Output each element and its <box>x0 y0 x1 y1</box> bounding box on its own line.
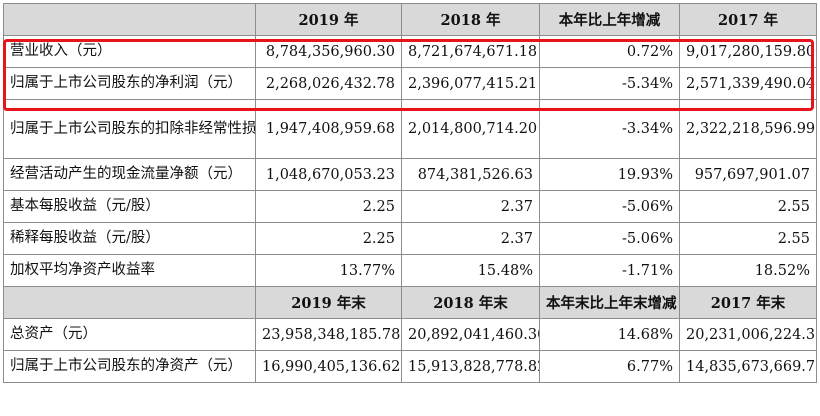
table-row: 营业收入（元） 8,784,356,960.30 8,721,674,671.1… <box>3 35 817 68</box>
header-2018-end: 2018 年末 <box>401 286 540 319</box>
row-label: 基本每股收益（元/股） <box>3 190 256 223</box>
value-2018: 8,721,674,671.18 <box>401 35 540 68</box>
value-change: -1.71% <box>539 254 680 287</box>
value-2017: 957,697,901.07 <box>679 158 817 191</box>
header-row-year-end: 2019 年末 2018 年末 本年末比上年末增减 2017 年末 <box>3 286 817 319</box>
value-2018: 2.37 <box>401 222 540 255</box>
value-2019: 2.25 <box>255 190 402 223</box>
header-2017: 2017 年 <box>679 3 817 36</box>
header-corner-cell <box>3 286 256 319</box>
table-row: 稀释每股收益（元/股） 2.25 2.37 -5.06% 2.55 <box>3 222 817 255</box>
table-row: 经营活动产生的现金流量净额（元） 1,048,670,053.23 874,38… <box>3 158 817 191</box>
value-2019: 23,958,348,185.78 <box>255 318 402 351</box>
value-change: -5.34% <box>539 67 680 100</box>
value-2018: 2.37 <box>401 190 540 223</box>
table-row: 归属于上市公司股东的扣除非经常性损益的净利润（元） 1,947,408,959.… <box>3 99 817 159</box>
value-2019: 2,268,026,432.78 <box>255 67 402 100</box>
row-label: 归属于上市公司股东的净资产（元） <box>3 350 256 383</box>
table-row: 总资产（元） 23,958,348,185.78 20,892,041,460.… <box>3 318 817 351</box>
value-2017: 18.52% <box>679 254 817 287</box>
header-row: 2019 年 2018 年 本年比上年增减 2017 年 <box>3 3 817 36</box>
value-2017: 2.55 <box>679 190 817 223</box>
row-label: 加权平均净资产收益率 <box>3 254 256 287</box>
header-change-end: 本年末比上年末增减 <box>539 286 680 319</box>
value-2018: 15.48% <box>401 254 540 287</box>
value-change: 0.72% <box>539 35 680 68</box>
value-2017: 20,231,006,224.36 <box>679 318 817 351</box>
value-2017: 14,835,673,669.75 <box>679 350 817 383</box>
value-change: 6.77% <box>539 350 680 383</box>
value-2018: 15,913,828,778.82 <box>401 350 540 383</box>
table-row: 加权平均净资产收益率 13.77% 15.48% -1.71% 18.52% <box>3 254 817 287</box>
value-2019: 13.77% <box>255 254 402 287</box>
value-2019: 8,784,356,960.30 <box>255 35 402 68</box>
value-change: -5.06% <box>539 222 680 255</box>
row-label: 总资产（元） <box>3 318 256 351</box>
row-label: 归属于上市公司股东的净利润（元） <box>3 67 256 100</box>
table-row: 归属于上市公司股东的净利润（元） 2,268,026,432.78 2,396,… <box>3 67 817 100</box>
row-label: 经营活动产生的现金流量净额（元） <box>3 158 256 191</box>
header-corner-cell <box>3 3 256 36</box>
row-label: 营业收入（元） <box>3 35 256 68</box>
row-label: 归属于上市公司股东的扣除非经常性损益的净利润（元） <box>3 99 256 159</box>
value-change: -5.06% <box>539 190 680 223</box>
value-2017: 2.55 <box>679 222 817 255</box>
value-change: -3.34% <box>539 99 680 159</box>
financial-summary-table: 2019 年 2018 年 本年比上年增减 2017 年 营业收入（元） 8,7… <box>3 3 817 383</box>
value-2018: 2,014,800,714.20 <box>401 99 540 159</box>
table-row: 基本每股收益（元/股） 2.25 2.37 -5.06% 2.55 <box>3 190 817 223</box>
value-2018: 20,892,041,460.30 <box>401 318 540 351</box>
value-2019: 1,947,408,959.68 <box>255 99 402 159</box>
row-label: 稀释每股收益（元/股） <box>3 222 256 255</box>
value-2018: 874,381,526.63 <box>401 158 540 191</box>
value-change: 19.93% <box>539 158 680 191</box>
value-2017: 9,017,280,159.80 <box>679 35 817 68</box>
value-2017: 2,322,218,596.99 <box>679 99 817 159</box>
value-2019: 16,990,405,136.62 <box>255 350 402 383</box>
header-2019-end: 2019 年末 <box>255 286 402 319</box>
value-2019: 1,048,670,053.23 <box>255 158 402 191</box>
header-2018: 2018 年 <box>401 3 540 36</box>
value-2017: 2,571,339,490.04 <box>679 67 817 100</box>
header-2019: 2019 年 <box>255 3 402 36</box>
header-change: 本年比上年增减 <box>539 3 680 36</box>
header-2017-end: 2017 年末 <box>679 286 817 319</box>
value-2018: 2,396,077,415.21 <box>401 67 540 100</box>
value-change: 14.68% <box>539 318 680 351</box>
table-row: 归属于上市公司股东的净资产（元） 16,990,405,136.62 15,91… <box>3 350 817 383</box>
value-2019: 2.25 <box>255 222 402 255</box>
